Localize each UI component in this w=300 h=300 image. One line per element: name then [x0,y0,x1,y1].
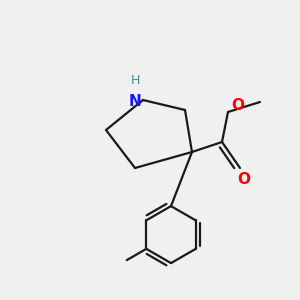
Text: N: N [129,94,142,109]
Text: O: O [237,172,250,187]
Text: H: H [131,74,140,87]
Text: O: O [231,98,244,113]
